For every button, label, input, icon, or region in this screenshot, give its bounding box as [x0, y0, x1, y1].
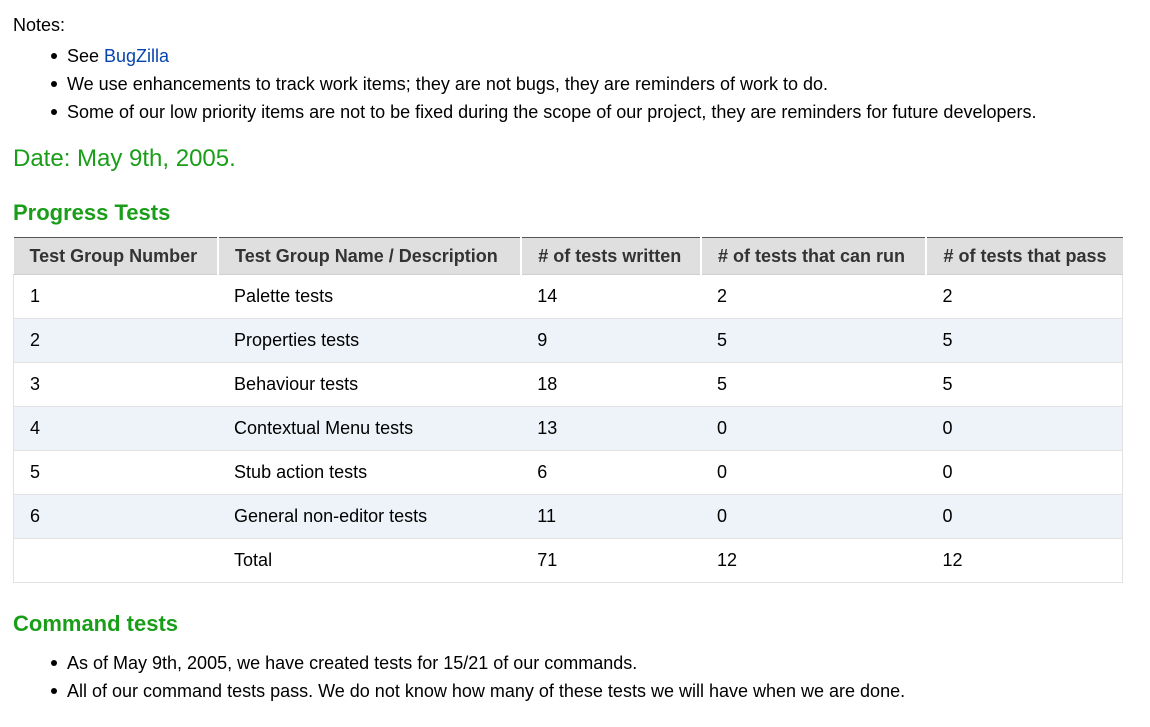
- table-cell: Behaviour tests: [218, 362, 522, 407]
- table-cell: 5: [13, 450, 219, 495]
- table-row: 3 Behaviour tests 18 5 5: [13, 362, 1124, 407]
- command-tests-heading: Command tests: [13, 611, 179, 636]
- table-cell: 2: [13, 318, 219, 363]
- progress-tests-heading: Progress Tests: [13, 200, 171, 225]
- table-header-row: Test Group Number Test Group Name / Desc…: [13, 237, 1123, 275]
- table-cell: 0: [700, 406, 927, 451]
- table-cell: 11: [521, 494, 701, 539]
- table-cell: General non-editor tests: [218, 494, 522, 539]
- list-item: As of May 9th, 2005, we have created tes…: [51, 649, 1150, 677]
- command-tests-list: As of May 9th, 2005, we have created tes…: [13, 649, 1150, 705]
- date-heading: Date: May 9th, 2005.: [13, 145, 236, 172]
- table-row: 5 Stub action tests 6 0 0: [13, 450, 1124, 495]
- table-total-row: Total 71 12 12: [13, 538, 1124, 583]
- table-cell: [13, 538, 219, 583]
- list-item: All of our command tests pass. We do not…: [51, 677, 1150, 705]
- notes-list: See BugZilla We use enhancements to trac…: [13, 42, 1150, 126]
- notes-item: Some of our low priority items are not t…: [51, 98, 1150, 126]
- table-cell: 18: [521, 362, 701, 407]
- column-header: Test Group Name / Description: [217, 237, 522, 275]
- bullet-icon: [51, 660, 57, 666]
- notes-item: We use enhancements to track work items;…: [51, 70, 1150, 98]
- progress-tests-table: Test Group Number Test Group Name / Desc…: [13, 237, 1124, 583]
- table-cell: 5: [700, 318, 927, 363]
- notes-item-text: See: [67, 46, 105, 66]
- table-row: 2 Properties tests 9 5 5: [13, 318, 1124, 363]
- table-cell: 5: [926, 318, 1124, 363]
- table-cell: 9: [521, 318, 701, 363]
- table-cell: 1: [13, 274, 219, 319]
- table-cell: Total: [218, 538, 522, 583]
- table-cell: Palette tests: [218, 274, 522, 319]
- table-cell: Contextual Menu tests: [218, 406, 522, 451]
- list-item-text: All of our command tests pass. We do not…: [67, 681, 906, 701]
- table-cell: 5: [700, 362, 927, 407]
- notes-item-text: Some of our low priority items are not t…: [67, 102, 1037, 122]
- table-cell: 0: [926, 406, 1124, 451]
- table-cell: 14: [521, 274, 701, 319]
- table-cell: 12: [700, 538, 927, 583]
- bullet-icon: [51, 109, 57, 115]
- table-cell: 6: [13, 494, 219, 539]
- table-cell: Properties tests: [218, 318, 522, 363]
- table-cell: 4: [13, 406, 219, 451]
- bullet-icon: [51, 53, 57, 59]
- table-cell: Stub action tests: [218, 450, 522, 495]
- column-header: Test Group Number: [13, 237, 219, 275]
- table-cell: 5: [926, 362, 1124, 407]
- bullet-icon: [51, 81, 57, 87]
- notes-item-text: We use enhancements to track work items;…: [67, 74, 829, 94]
- table-cell: 2: [700, 274, 927, 319]
- table-row: 1 Palette tests 14 2 2: [13, 274, 1124, 319]
- table-cell: 2: [926, 274, 1124, 319]
- table-row: 6 General non-editor tests 11 0 0: [13, 494, 1124, 539]
- table-cell: 6: [521, 450, 701, 495]
- page: Notes: See BugZilla We use enhancements …: [13, 15, 1150, 705]
- table-row: 4 Contextual Menu tests 13 0 0: [13, 406, 1124, 451]
- notes-label: Notes:: [13, 15, 66, 35]
- table-cell: 0: [700, 450, 927, 495]
- list-item-text: As of May 9th, 2005, we have created tes…: [67, 653, 638, 673]
- bugzilla-link[interactable]: BugZilla: [104, 46, 170, 66]
- bullet-icon: [51, 688, 57, 694]
- column-header: # of tests that pass: [925, 237, 1123, 275]
- table-cell: 13: [521, 406, 701, 451]
- table-cell: 12: [926, 538, 1124, 583]
- table-cell: 3: [13, 362, 219, 407]
- table-cell: 0: [700, 494, 927, 539]
- column-header: # of tests written: [520, 237, 701, 275]
- column-header: # of tests that can run: [699, 237, 927, 275]
- notes-item: See BugZilla: [51, 42, 1150, 70]
- table-cell: 71: [521, 538, 701, 583]
- table-cell: 0: [926, 494, 1124, 539]
- table-cell: 0: [926, 450, 1124, 495]
